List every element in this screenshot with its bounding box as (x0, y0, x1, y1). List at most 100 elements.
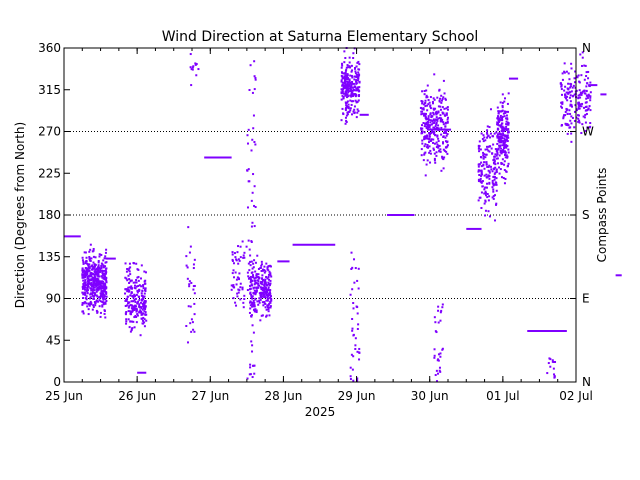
data-point (341, 83, 344, 86)
y-tick-label: 90 (46, 292, 61, 306)
data-point (102, 259, 105, 262)
data-point (94, 268, 97, 271)
data-point (423, 145, 426, 148)
data-point (259, 266, 262, 269)
data-point (440, 118, 443, 121)
data-point (504, 154, 507, 157)
data-point (507, 122, 510, 125)
data-point (127, 269, 130, 272)
data-point (233, 276, 236, 279)
data-point (235, 278, 238, 281)
data-point (552, 367, 555, 370)
data-point (422, 107, 425, 110)
data-point (252, 305, 255, 308)
data-point (426, 109, 429, 112)
data-point (419, 106, 422, 109)
data-point (255, 274, 258, 277)
data-point (341, 89, 344, 92)
data-point (129, 273, 132, 276)
data-point (82, 312, 85, 315)
data-point (429, 121, 432, 124)
data-point (84, 286, 87, 289)
data-point (348, 110, 351, 113)
data-point (85, 256, 88, 259)
data-point (264, 290, 267, 293)
data-point (90, 292, 93, 295)
data-point (585, 75, 588, 78)
data-point (426, 124, 429, 127)
data-point (445, 112, 448, 115)
data-point (253, 372, 256, 375)
data-point (188, 280, 191, 283)
data-point (421, 100, 424, 103)
data-point (485, 176, 488, 179)
data-point (93, 274, 96, 277)
data-point (446, 116, 449, 119)
data-point (356, 79, 359, 82)
data-point (254, 77, 257, 80)
data-point (104, 301, 107, 304)
data-point (437, 124, 440, 127)
data-point (142, 301, 145, 304)
data-point (436, 134, 439, 137)
data-point (570, 90, 573, 93)
data-point (89, 243, 92, 246)
data-point (127, 286, 130, 289)
data-point (568, 109, 571, 112)
data-point (496, 151, 499, 154)
data-point (81, 259, 84, 262)
data-point (427, 103, 430, 106)
data-point (255, 287, 258, 290)
data-point (101, 305, 104, 308)
data-point (127, 290, 130, 293)
data-point (96, 287, 99, 290)
x-tick-label: 28 Jun (265, 389, 303, 403)
data-point (141, 302, 144, 305)
data-point (574, 86, 577, 89)
data-point (433, 348, 436, 351)
data-point (234, 256, 237, 259)
data-point (496, 136, 499, 139)
data-point (102, 290, 105, 293)
data-point (142, 312, 145, 315)
data-point (488, 195, 491, 198)
data-point (581, 56, 584, 59)
data-point (258, 297, 261, 300)
data-point (437, 146, 440, 149)
data-point (255, 309, 258, 312)
data-point (105, 248, 108, 251)
data-point (134, 300, 137, 303)
data-point (270, 275, 273, 278)
data-point (266, 295, 269, 298)
data-point (442, 112, 445, 115)
data-point (84, 260, 87, 263)
data-point (268, 278, 271, 281)
data-point (269, 292, 272, 295)
data-point (437, 105, 440, 108)
data-point (128, 289, 131, 292)
data-point (89, 296, 92, 299)
data-point (487, 134, 490, 137)
data-point (507, 123, 510, 126)
data-point (348, 79, 351, 82)
data-point (420, 154, 423, 157)
data-point (90, 282, 93, 285)
data-point (104, 272, 107, 275)
data-point (501, 128, 504, 131)
data-point (358, 94, 361, 97)
data-point (96, 289, 99, 292)
data-point (238, 259, 241, 262)
data-point (84, 284, 87, 287)
data-point (260, 288, 263, 291)
data-point (96, 284, 99, 287)
data-point (253, 310, 256, 313)
data-point (432, 132, 435, 135)
data-point (83, 276, 86, 279)
data-point (504, 139, 507, 142)
data-point (341, 81, 344, 84)
data-point (565, 123, 568, 126)
data-point (261, 269, 264, 272)
data-point (193, 302, 196, 305)
data-point (128, 270, 131, 273)
data-point (238, 278, 241, 281)
